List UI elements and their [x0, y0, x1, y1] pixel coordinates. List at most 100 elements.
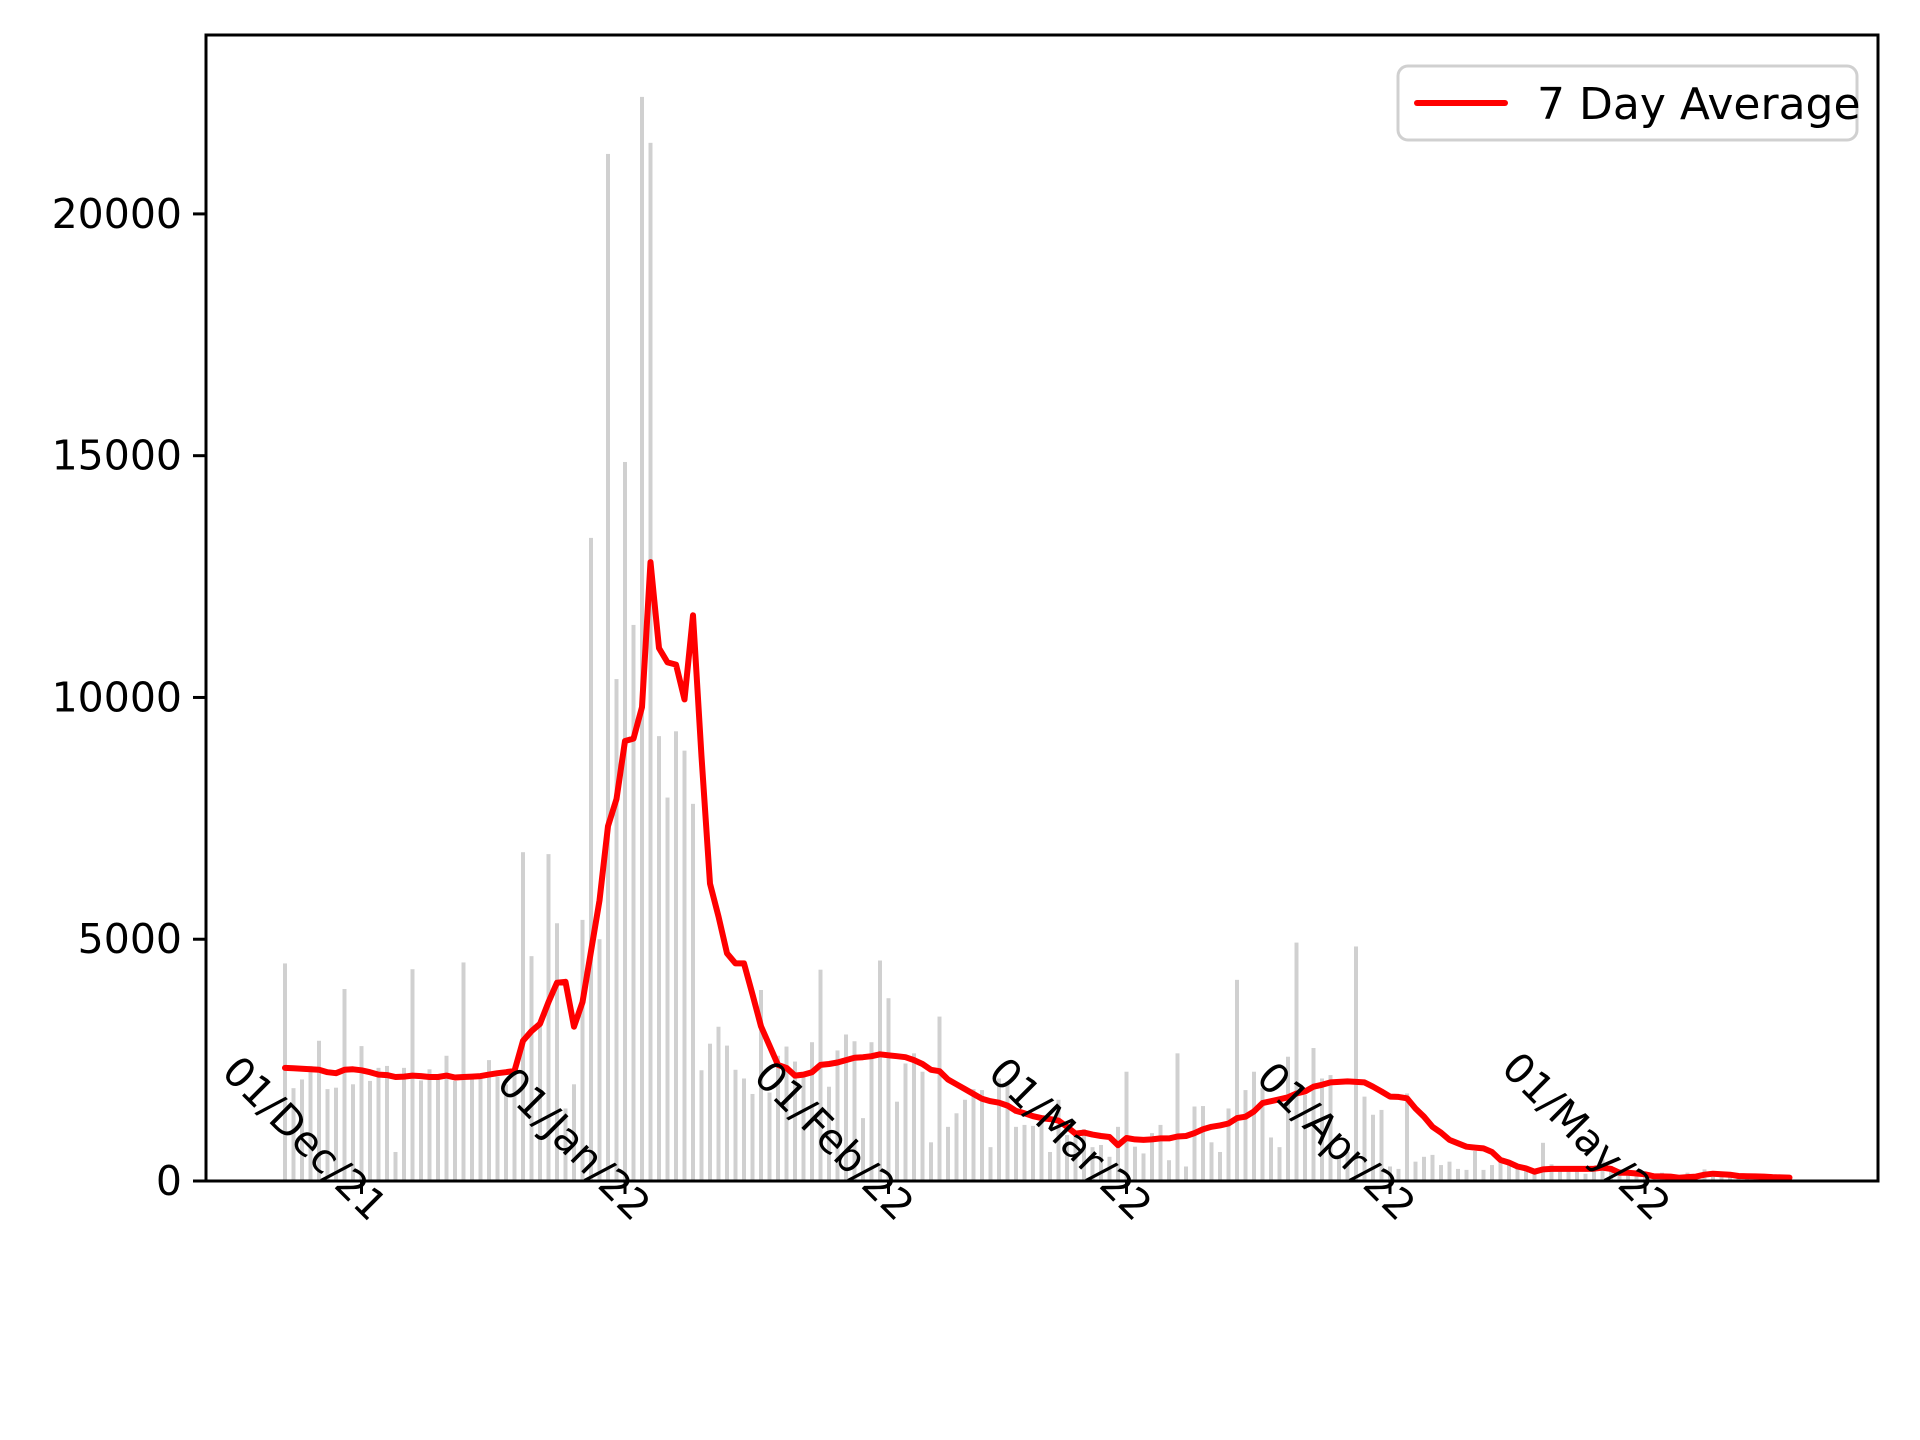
bar [495, 1076, 500, 1181]
y-tick-label: 5000 [78, 915, 182, 963]
bar [470, 1079, 474, 1181]
bar [733, 1069, 738, 1181]
bar [1286, 1056, 1290, 1181]
bar [1473, 1151, 1477, 1181]
bar [1532, 1171, 1537, 1181]
bar [1022, 1124, 1027, 1181]
bar [691, 803, 695, 1181]
plot-border [204, 33, 1880, 1183]
bar [300, 1079, 304, 1181]
bar [1719, 1174, 1724, 1181]
bar [1549, 1164, 1554, 1181]
bar [1430, 1154, 1435, 1181]
bar [1728, 1175, 1732, 1181]
y-axis: 0 5000 10000 15000 20000 [52, 190, 206, 1205]
bar [580, 919, 585, 1181]
bar [640, 96, 644, 1181]
bar [1269, 1137, 1273, 1181]
bar [895, 1101, 899, 1181]
bar [1133, 1146, 1137, 1181]
bar [1422, 1156, 1426, 1181]
bar [1447, 1161, 1452, 1181]
bar [1371, 1114, 1375, 1181]
bar [1345, 1151, 1350, 1181]
x-tick-label: 01/May/22 [1493, 1043, 1680, 1230]
bar [325, 1089, 330, 1181]
bar [1175, 1053, 1180, 1181]
bar [555, 923, 559, 1181]
bar [1218, 1151, 1222, 1181]
bar [393, 1151, 398, 1181]
bar [665, 797, 670, 1181]
bar [1498, 1161, 1503, 1181]
bar [623, 461, 627, 1182]
bar [912, 1053, 916, 1181]
bar [954, 1113, 959, 1181]
bar [929, 1142, 933, 1181]
legend: 7 Day Average [1396, 64, 1861, 142]
bar [980, 1090, 984, 1181]
bar [427, 1069, 432, 1181]
bar [793, 1061, 797, 1181]
bar [1337, 1156, 1341, 1181]
bar [589, 537, 593, 1181]
bar [1320, 1078, 1324, 1181]
bar [1362, 1096, 1367, 1181]
y-tick-label: 20000 [52, 190, 182, 238]
bar [1294, 942, 1299, 1181]
bar [1583, 1173, 1588, 1181]
bar [546, 854, 551, 1181]
bar [1464, 1169, 1469, 1181]
bar [1303, 1094, 1307, 1181]
bar [504, 1084, 508, 1181]
bar [1107, 1156, 1112, 1181]
bar [1592, 1169, 1596, 1181]
seven-day-average-line [282, 559, 1793, 1181]
bar [444, 1055, 449, 1181]
bar [963, 1099, 967, 1181]
daily-bars-series [283, 96, 1792, 1182]
bar [1311, 1048, 1316, 1181]
bar [351, 1084, 355, 1181]
bar [1524, 1169, 1528, 1181]
bar [1158, 1124, 1163, 1181]
bar [1252, 1071, 1256, 1181]
bar [776, 1055, 780, 1181]
bar [1456, 1168, 1460, 1181]
bar [572, 1084, 576, 1181]
bar [1634, 1175, 1639, 1181]
bar [1039, 1122, 1044, 1181]
bar [1184, 1166, 1188, 1181]
bar [419, 1080, 423, 1181]
bar [631, 624, 636, 1181]
bar [283, 963, 287, 1181]
bar [1396, 1168, 1401, 1181]
bar [827, 1086, 831, 1181]
bar [801, 1074, 806, 1181]
bar [784, 1046, 789, 1181]
bar [1388, 1166, 1392, 1181]
bar [699, 1070, 704, 1181]
bar [742, 1078, 746, 1181]
bar [368, 1080, 372, 1181]
bar [597, 939, 602, 1181]
bar [1150, 1133, 1154, 1181]
bar [1328, 1075, 1333, 1181]
bar [1192, 1106, 1197, 1181]
bar [657, 736, 661, 1181]
legend-box [1396, 64, 1859, 142]
bar [1609, 1166, 1613, 1181]
bar [1124, 1071, 1129, 1181]
bar [1515, 1167, 1520, 1181]
bar [317, 1040, 321, 1181]
bar [1439, 1165, 1443, 1181]
bar [920, 1071, 925, 1181]
bar [759, 990, 763, 1181]
bar [529, 956, 534, 1181]
bar [1541, 1142, 1545, 1181]
bar [1405, 1093, 1409, 1181]
bar [1201, 1106, 1205, 1181]
bar [835, 1050, 840, 1181]
